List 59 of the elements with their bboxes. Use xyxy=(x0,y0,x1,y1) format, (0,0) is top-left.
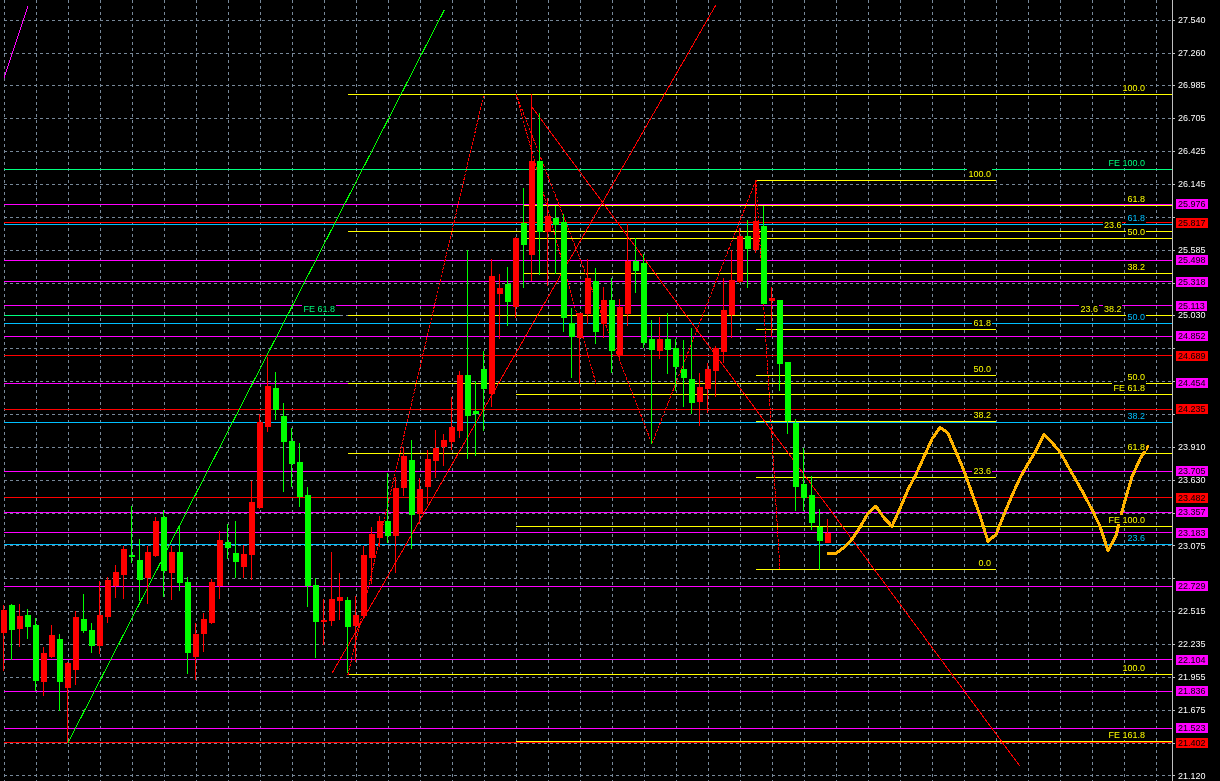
ref-line-label: 24.689 xyxy=(1178,350,1206,361)
ref-line-label: 23.357 xyxy=(1178,507,1206,518)
series-label: 100.0 xyxy=(968,168,991,179)
series-label: FE 61.8 xyxy=(1113,382,1145,393)
y-tick-label: 27.260 xyxy=(1178,47,1206,58)
series-label: 38.2 xyxy=(1127,261,1145,272)
series-label: FE 100.0 xyxy=(1108,514,1145,525)
series-label: 23.6 xyxy=(1127,533,1145,544)
ref-line-label: 22.104 xyxy=(1178,654,1206,665)
ref-line-label: 23.183 xyxy=(1178,527,1206,538)
y-tick-label: 26.985 xyxy=(1178,80,1206,91)
y-tick-label: 22.235 xyxy=(1178,639,1206,650)
series-label: 61.8 xyxy=(1127,194,1145,205)
ref-line-label: 24.454 xyxy=(1178,378,1206,389)
ref-line-label: 25.976 xyxy=(1178,199,1206,210)
y-tick-label: 23.630 xyxy=(1178,475,1206,486)
y-tick-label: 23.910 xyxy=(1178,442,1206,453)
ref-line-label: 23.705 xyxy=(1178,466,1206,477)
series-label: 61.8 xyxy=(1127,441,1145,452)
ref-line-label: 25.498 xyxy=(1178,255,1206,266)
series-label: 23.6 xyxy=(973,466,991,477)
series-label: FE 100.0 xyxy=(1108,158,1145,168)
series-label: FE 61.8 xyxy=(303,303,335,314)
y-tick-label: 22.515 xyxy=(1178,606,1206,617)
ref-line-label: 21.523 xyxy=(1178,723,1206,734)
y-tick-label: 27.540 xyxy=(1178,15,1206,26)
series-label: 50.0 xyxy=(1127,312,1145,323)
ref-line-label: 25.817 xyxy=(1178,217,1206,228)
y-tick-label: 21.955 xyxy=(1178,672,1206,683)
series-label: FE 161.8 xyxy=(1108,730,1145,741)
ref-line-label: 22.729 xyxy=(1178,581,1206,592)
series-label: 38.2 xyxy=(1103,303,1122,314)
ref-line-label: 25.318 xyxy=(1178,276,1206,287)
series-label: 0.0 xyxy=(978,558,991,569)
ref-line-label: 23.482 xyxy=(1178,492,1206,503)
ref-line-label: 25.113 xyxy=(1178,300,1205,311)
y-tick-label: 25.585 xyxy=(1178,245,1206,256)
annotation: 23.6 xyxy=(1080,303,1098,314)
series-label: 23.6 xyxy=(1103,220,1122,231)
series-label: 50.0 xyxy=(973,363,991,374)
ref-line-label: 21.836 xyxy=(1178,686,1206,697)
series-label: 38.2 xyxy=(1127,411,1145,422)
series-label: 61.8 xyxy=(973,318,991,329)
y-tick-label: 25.030 xyxy=(1178,310,1206,321)
y-tick-label: 23.075 xyxy=(1178,540,1206,551)
series-label: 50.0 xyxy=(1127,372,1145,383)
series-label: 61.8 xyxy=(1127,213,1145,224)
ref-line-label: 24.235 xyxy=(1178,404,1206,415)
series-label: 38.2 xyxy=(973,409,991,420)
ref-line-label: 21.402 xyxy=(1178,737,1206,748)
y-tick-label: 21.120 xyxy=(1178,770,1206,781)
series-label: 100.0 xyxy=(1122,662,1145,673)
y-tick-label: 26.145 xyxy=(1178,179,1206,190)
series-label: 100.0 xyxy=(1122,82,1145,93)
ref-line-label: 24.852 xyxy=(1178,331,1206,342)
y-tick-label: 26.425 xyxy=(1178,146,1206,157)
series-label: 50.0 xyxy=(1127,227,1145,238)
y-tick-label: 21.675 xyxy=(1178,705,1206,716)
y-tick-label: 26.705 xyxy=(1178,113,1206,124)
